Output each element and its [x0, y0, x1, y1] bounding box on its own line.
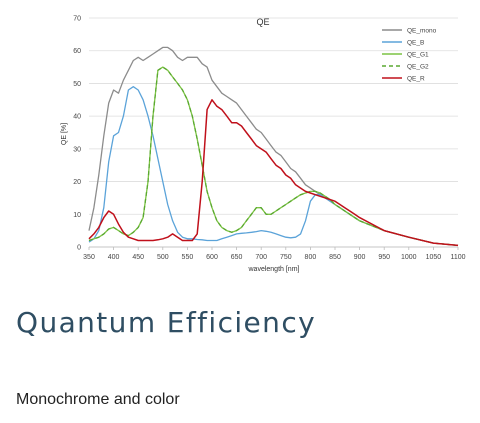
x-tick-label: 1050: [426, 254, 442, 261]
legend-label: QE_G2: [407, 64, 429, 71]
series-lines: [88, 46, 459, 247]
y-tick-label: 40: [73, 114, 81, 121]
axes: 0 10 20 30 40 50 60 70 350 400 450 500 550 600 650 700 7…: [73, 16, 465, 262]
x-tick-label: 700: [255, 254, 267, 261]
legend-label: QE_B: [407, 40, 424, 47]
x-tick-label: 900: [354, 254, 366, 261]
x-tick-label: 450: [132, 254, 144, 261]
x-tick-label: 650: [231, 254, 243, 261]
y-tick-label: 50: [73, 81, 81, 88]
y-axis-label: QE [%]: [61, 123, 68, 145]
series-line-qe-g1: [88, 66, 459, 247]
x-tick-label: 850: [329, 254, 341, 261]
legend: QE_mono QE_B QE_G1 QE_G2 QE_R: [382, 28, 437, 83]
x-tick-label: 400: [108, 254, 120, 261]
series-line-qe-r: [88, 99, 459, 247]
series-line-qe-g2: [88, 66, 459, 247]
qe-chart: 0 10 20 30 40 50 60 70 350 400 450 500 550 600 650 700 7…: [61, 16, 466, 274]
y-tick-label: 20: [73, 179, 81, 186]
legend-label: QE_R: [407, 76, 425, 83]
x-tick-label: 1100: [450, 254, 465, 261]
series-line-qe-b: [88, 86, 459, 247]
x-tick-label: 550: [182, 254, 194, 261]
y-tick-label: 0: [77, 245, 81, 252]
x-tick-label: 350: [83, 254, 95, 261]
x-tick-label: 750: [280, 254, 292, 261]
y-tick-label: 10: [73, 212, 81, 219]
y-tick-label: 70: [73, 16, 81, 23]
x-tick-label: 1000: [401, 254, 417, 261]
x-tick-label: 800: [305, 254, 317, 261]
legend-label: QE_mono: [407, 28, 437, 35]
y-tick-label: 30: [73, 146, 81, 153]
x-tick-label: 500: [157, 254, 169, 261]
x-axis-label: wavelength [nm]: [248, 266, 300, 273]
x-tick-label: 600: [206, 254, 218, 261]
legend-label: QE_G1: [407, 52, 429, 59]
page-subtitle: Monochrome and color: [16, 391, 180, 408]
series-line-qe-mono: [88, 46, 459, 247]
y-tick-label: 60: [73, 48, 81, 55]
chart-title: QE: [256, 17, 269, 27]
page-title: Quantum Efficiency: [16, 306, 317, 339]
x-tick-label: 950: [378, 254, 390, 261]
